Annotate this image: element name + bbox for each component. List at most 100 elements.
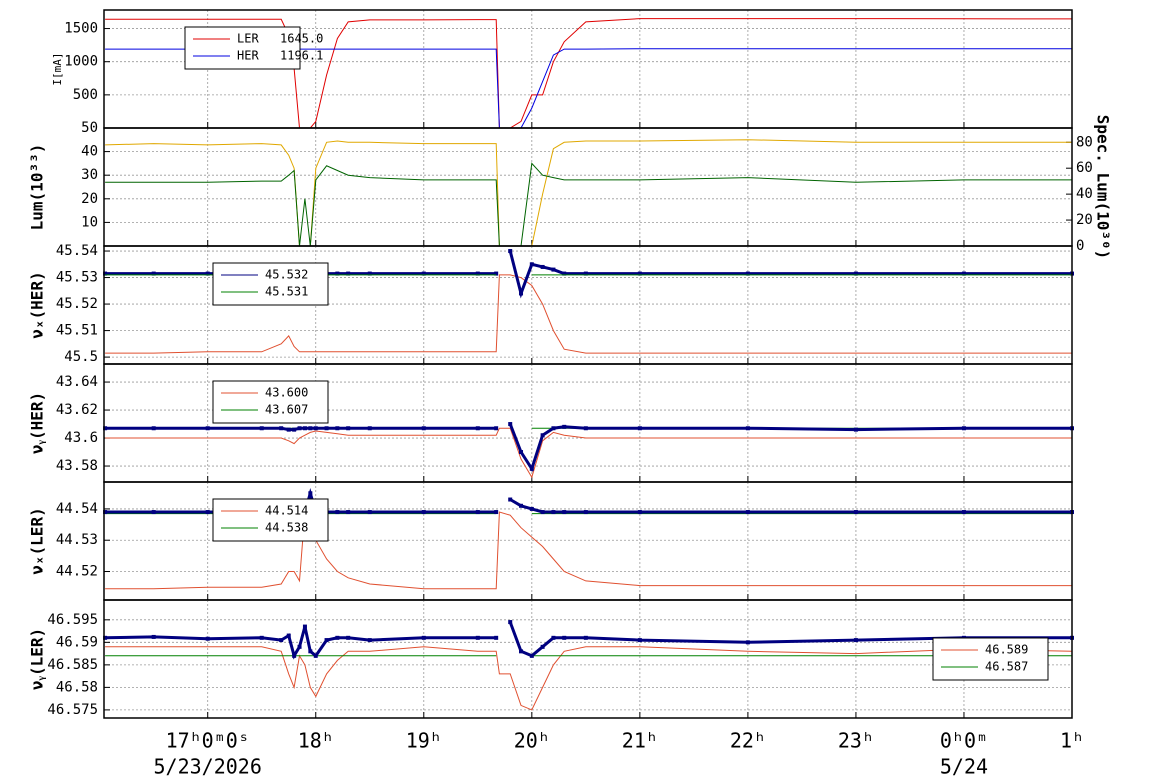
- data-point: [508, 422, 513, 427]
- data-point: [151, 271, 156, 276]
- y-axis-label: νᵧ(HER): [28, 392, 47, 454]
- data-point: [583, 635, 588, 640]
- date-label: 5/24: [940, 755, 988, 779]
- data-point: [475, 271, 480, 276]
- data-point: [335, 426, 340, 431]
- y-tick-label: 44.54: [56, 501, 98, 517]
- data-point: [551, 426, 556, 431]
- y-axis-label: νₓ(LER): [28, 507, 47, 574]
- data-point: [519, 291, 524, 296]
- data-point: [853, 638, 858, 643]
- data-point: [551, 635, 556, 640]
- data-point: [745, 510, 750, 515]
- data-point: [421, 426, 426, 431]
- data-point: [540, 510, 545, 515]
- y-tick-label: 30: [81, 167, 98, 183]
- data-point: [961, 426, 966, 431]
- y2-tick-label: 80: [1076, 134, 1093, 150]
- data-point: [562, 635, 567, 640]
- data-point: [508, 249, 513, 254]
- y-tick-label: 46.59: [56, 634, 98, 650]
- series-line: [105, 646, 1073, 711]
- x-tick-label: 21ʰ: [622, 729, 658, 753]
- data-point: [494, 635, 499, 640]
- data-point: [529, 506, 534, 511]
- data-point: [540, 264, 545, 269]
- y2-tick-label: 40: [1076, 186, 1093, 202]
- legend: 44.514 44.538: [212, 498, 329, 542]
- x-tick-label: 22ʰ: [730, 729, 766, 753]
- legend-label: 45.532: [265, 268, 308, 282]
- data-point: [583, 510, 588, 515]
- data-point: [421, 271, 426, 276]
- data-point: [335, 271, 340, 276]
- y-tick-label: 45.52: [56, 296, 98, 312]
- data-point: [308, 649, 313, 654]
- data-point: [205, 271, 210, 276]
- legend-label: 45.531: [265, 285, 308, 299]
- data-point: [308, 491, 313, 496]
- data-point: [494, 426, 499, 431]
- series-line: [105, 423, 1072, 473]
- y-axis-label: νₓ(HER): [28, 271, 47, 338]
- legend-box: [932, 637, 1049, 681]
- legend-box: [184, 26, 301, 70]
- y-tick-label: 40: [81, 144, 98, 160]
- data-point: [367, 638, 372, 643]
- data-point: [637, 638, 642, 643]
- y-tick-label: 45.53: [56, 270, 98, 286]
- data-point: [259, 635, 264, 640]
- data-point: [519, 450, 524, 455]
- y-tick-label: 45.54: [56, 243, 98, 259]
- data-point: [562, 424, 567, 429]
- y-tick-label: 10: [81, 214, 98, 230]
- legend-label: 46.587: [985, 660, 1028, 674]
- x-tick-label: 18ʰ: [298, 729, 334, 753]
- data-point: [421, 635, 426, 640]
- series-line: [105, 510, 1072, 590]
- data-point: [151, 634, 156, 639]
- y-tick-label: 1500: [64, 21, 98, 37]
- data-point: [346, 271, 351, 276]
- plot-frame: [103, 127, 1073, 247]
- y2-tick-label: 60: [1076, 160, 1093, 176]
- legend-value: 1645.0: [280, 32, 323, 46]
- y2-tick-label: 20: [1076, 212, 1093, 228]
- data-point: [637, 510, 642, 515]
- data-point: [519, 503, 524, 508]
- y-tick-label: 45.5: [64, 349, 98, 365]
- data-point: [551, 267, 556, 272]
- data-point: [205, 510, 210, 515]
- x-tick-label: 0ʰ0ᵐ: [940, 729, 988, 753]
- data-point: [961, 271, 966, 276]
- data-point: [346, 510, 351, 515]
- series-line: [105, 139, 1072, 247]
- y-tick-label: 43.64: [56, 374, 98, 390]
- data-point: [297, 426, 302, 431]
- data-point: [292, 653, 297, 658]
- series-line: [105, 162, 1072, 247]
- series-line: [105, 274, 1072, 354]
- legend-label: 44.514: [265, 504, 308, 518]
- data-point: [529, 466, 534, 471]
- data-point: [286, 633, 291, 638]
- data-point: [335, 635, 340, 640]
- x-tick-label: 17ʰ0ᵐ0ˢ: [166, 729, 250, 753]
- data-point: [475, 426, 480, 431]
- data-point: [637, 271, 642, 276]
- y-tick-label: 46.585: [47, 657, 98, 673]
- y-tick-label: 1000: [64, 54, 98, 70]
- data-point: [529, 653, 534, 658]
- data-point: [961, 510, 966, 515]
- data-point: [519, 649, 524, 654]
- data-point: [475, 635, 480, 640]
- data-point: [745, 640, 750, 645]
- y-tick-label: 44.52: [56, 564, 98, 580]
- data-point: [103, 510, 108, 515]
- data-point: [583, 426, 588, 431]
- y2-axis-label: Spec. Lum(10³⁰): [1094, 115, 1113, 260]
- data-point: [540, 433, 545, 438]
- data-point: [508, 497, 513, 502]
- x-tick-label: 23ʰ: [838, 729, 874, 753]
- data-point: [421, 510, 426, 515]
